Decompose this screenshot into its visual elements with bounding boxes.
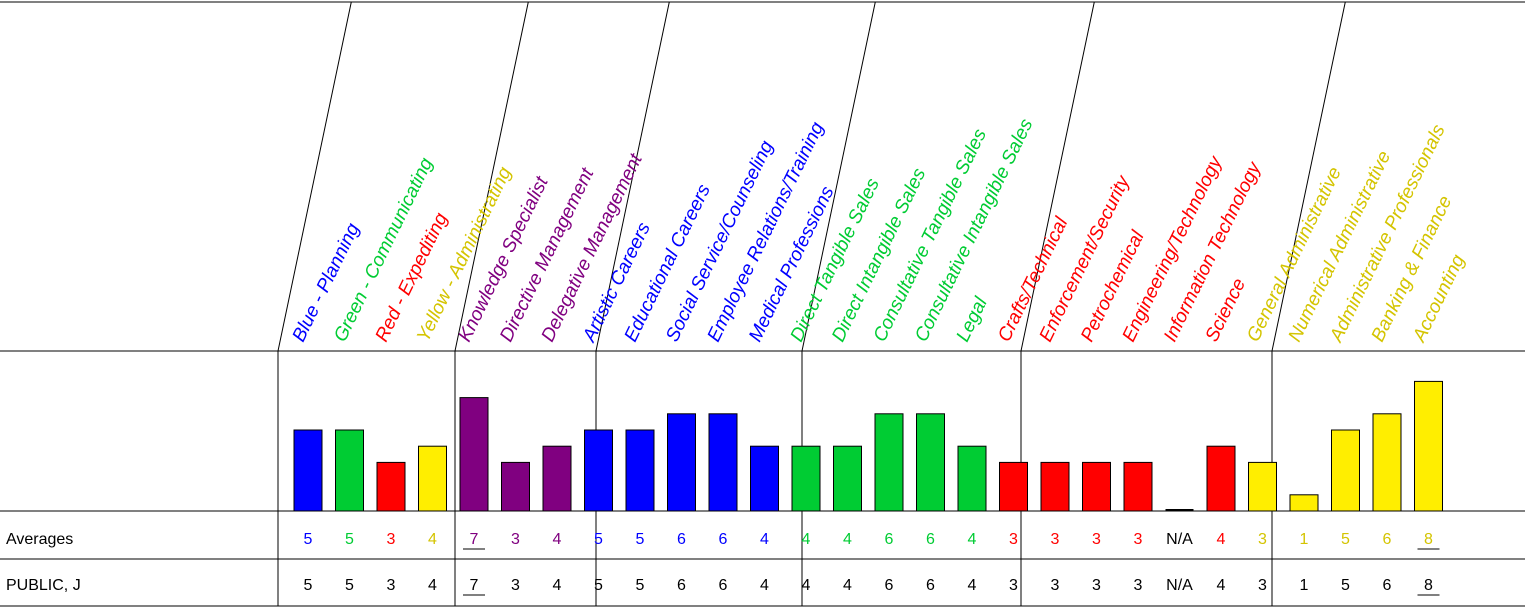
bar — [791, 445, 821, 512]
person-value: 3 — [1009, 577, 1018, 594]
average-value: 6 — [926, 531, 935, 548]
person-value: 6 — [926, 577, 935, 594]
person-value: 5 — [304, 577, 313, 594]
average-value: 6 — [677, 531, 686, 548]
bar — [874, 413, 904, 512]
average-value: N/A — [1166, 531, 1193, 548]
bar — [999, 461, 1028, 512]
average-value: 8 — [1424, 531, 1433, 548]
group-divider-slant — [454, 1, 529, 352]
group-divider-slant — [1271, 1, 1346, 352]
person-value: 5 — [594, 577, 603, 594]
person-row-label: PUBLIC, J — [6, 577, 81, 594]
group-divider-slant — [277, 1, 352, 352]
person-value: 4 — [1217, 577, 1226, 594]
bar — [957, 445, 987, 512]
average-value: 1 — [1300, 531, 1309, 548]
person-value: 3 — [1092, 577, 1101, 594]
person-value: 5 — [636, 577, 645, 594]
bar — [1206, 445, 1236, 512]
average-value: 4 — [760, 531, 769, 548]
averages-row-label: Averages — [6, 531, 73, 548]
bar — [1040, 461, 1070, 512]
average-value: 3 — [387, 531, 396, 548]
bar — [376, 461, 406, 512]
bar — [501, 461, 530, 512]
person-value: 6 — [719, 577, 728, 594]
average-value: 7 — [470, 531, 479, 548]
bar — [708, 413, 738, 512]
bar — [542, 445, 572, 512]
bar — [667, 413, 696, 512]
person-value: 5 — [345, 577, 354, 594]
group-divider-slant — [595, 1, 670, 352]
bar — [1289, 494, 1319, 512]
person-value: 8 — [1424, 577, 1433, 594]
average-value: 6 — [885, 531, 894, 548]
average-value: 3 — [1258, 531, 1267, 548]
bar — [293, 429, 323, 512]
person-value: 4 — [553, 577, 562, 594]
average-value: 4 — [428, 531, 437, 548]
bar — [625, 429, 655, 512]
average-value: 4 — [553, 531, 562, 548]
person-value: 3 — [1258, 577, 1267, 594]
person-value: 4 — [968, 577, 977, 594]
bar — [833, 445, 862, 512]
average-value: 3 — [511, 531, 520, 548]
person-value: N/A — [1166, 577, 1193, 594]
person-value: 3 — [511, 577, 520, 594]
bar-series — [293, 380, 1443, 512]
average-value: 5 — [1341, 531, 1350, 548]
average-value: 5 — [345, 531, 354, 548]
bar — [916, 413, 945, 512]
average-value: 4 — [1217, 531, 1226, 548]
average-value: 6 — [719, 531, 728, 548]
person-value: 3 — [1134, 577, 1143, 594]
bar — [1082, 461, 1111, 512]
person-value: 3 — [387, 577, 396, 594]
bar — [1248, 461, 1277, 512]
average-value: 5 — [636, 531, 645, 548]
person-value: 3 — [1051, 577, 1060, 594]
person-value: 4 — [428, 577, 437, 594]
group-divider-slant — [801, 1, 876, 352]
person-value: 5 — [1341, 577, 1350, 594]
group-divider-slant — [1020, 1, 1095, 352]
average-value: 5 — [594, 531, 603, 548]
average-value: 3 — [1051, 531, 1060, 548]
column-header-label: Legal — [953, 294, 993, 346]
averages-row: Averages 5 5 3 4 7 3 4 5 5 6 6 4 4 4 6 6 4 3 3 3 3 N/A 4 3 1 5 6 8 — [6, 531, 1440, 550]
bar — [418, 445, 447, 512]
average-value: 4 — [843, 531, 852, 548]
average-value: 3 — [1092, 531, 1101, 548]
bar — [1123, 461, 1153, 512]
bar — [459, 397, 489, 512]
average-value: 3 — [1009, 531, 1018, 548]
person-value: 1 — [1300, 577, 1309, 594]
person-value: 7 — [470, 577, 479, 594]
person-value: 6 — [677, 577, 686, 594]
person-value: 6 — [885, 577, 894, 594]
average-value: 6 — [1383, 531, 1392, 548]
person-value: 4 — [802, 577, 811, 594]
bar — [1372, 413, 1402, 512]
average-value: 5 — [304, 531, 313, 548]
person-row: PUBLIC, J 5 5 3 4 7 3 4 5 5 6 6 4 4 4 6 6 4 3 3 3 3 N/A 4 3 1 5 6 8 — [6, 577, 1440, 596]
average-value: 4 — [968, 531, 977, 548]
bar — [1414, 380, 1443, 512]
person-value: 4 — [843, 577, 852, 594]
bar — [750, 445, 779, 512]
average-value: 3 — [1134, 531, 1143, 548]
bar — [335, 429, 364, 512]
bar — [1331, 429, 1360, 512]
bar — [584, 429, 613, 512]
average-value: 4 — [802, 531, 811, 548]
person-value: 6 — [1383, 577, 1392, 594]
person-value: 4 — [760, 577, 769, 594]
